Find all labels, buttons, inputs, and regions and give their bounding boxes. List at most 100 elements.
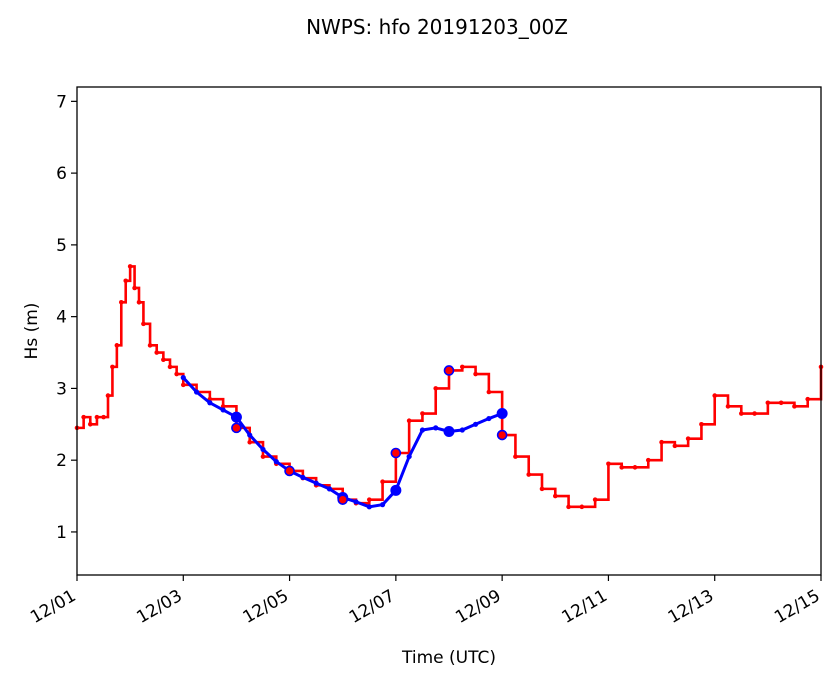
series-line-1 [182, 376, 503, 509]
data-point-0-51 [606, 461, 611, 467]
data-point-1-2 [207, 400, 213, 406]
data-point-0-4 [101, 414, 106, 420]
data-point-1-13 [353, 499, 359, 505]
data-point-0-61 [738, 411, 744, 416]
marker-0-3 [443, 425, 455, 437]
data-point-0-5 [105, 393, 111, 398]
marker-0-0 [230, 411, 242, 423]
marker-1-1 [284, 465, 295, 477]
plot-frame [76, 86, 822, 576]
data-point-1-11 [326, 486, 333, 492]
data-point-1-19 [433, 425, 439, 431]
y-axis-label: Hs (m) [22, 303, 42, 360]
y-axis: 1 2 3 4 5 6 7 [56, 92, 77, 543]
data-point-1-5 [247, 432, 253, 438]
data-point-0-62 [752, 411, 757, 416]
x-tick-label-1: 12/03 [133, 586, 185, 628]
data-point-0-22 [220, 404, 226, 409]
data-point-1-3 [220, 407, 226, 413]
data-point-0-1 [81, 414, 86, 420]
x-tick-label-2: 12/05 [240, 586, 292, 628]
marker-1-4 [443, 365, 455, 376]
x-tick-label-3: 12/07 [346, 586, 398, 628]
data-point-1-10 [313, 480, 319, 486]
data-point-0-18 [174, 371, 179, 377]
data-point-1-14 [366, 504, 372, 510]
data-point-0-40 [459, 364, 465, 370]
data-point-0-46 [539, 486, 545, 492]
y-tick-label-5: 6 [56, 164, 67, 184]
data-point-0-2 [87, 421, 93, 427]
data-point-0-12 [136, 299, 142, 305]
marker-1-5 [496, 429, 508, 441]
data-point-0-9 [123, 278, 129, 284]
data-point-0-14 [147, 343, 153, 348]
data-point-0-16 [161, 357, 166, 363]
data-point-0-50 [592, 497, 598, 502]
data-point-0-34 [380, 479, 385, 485]
y-tick-label-2: 3 [56, 379, 67, 399]
data-point-1-0 [180, 375, 186, 381]
data-point-0-60 [725, 404, 731, 409]
data-point-0-38 [433, 386, 439, 391]
data-point-0-59 [712, 393, 718, 398]
data-point-0-19 [180, 382, 186, 388]
data-point-0-10 [127, 264, 133, 269]
x-tick-label-6: 12/13 [665, 586, 717, 628]
x-axis-label: Time (UTC) [401, 648, 496, 668]
marker-1-3 [390, 447, 402, 459]
data-point-0-37 [420, 411, 425, 416]
y-tick-label-0: 1 [56, 523, 67, 543]
data-point-0-6 [110, 364, 115, 370]
data-point-0-58 [699, 421, 704, 427]
data-point-1-18 [419, 427, 426, 433]
data-point-1-9 [300, 474, 306, 480]
data-point-0-11 [132, 285, 137, 291]
data-point-0-15 [154, 350, 160, 355]
data-point-0-57 [685, 436, 691, 441]
data-point-0-52 [619, 465, 625, 470]
data-point-1-21 [459, 427, 465, 433]
data-point-1-7 [273, 459, 279, 465]
marker-1-0 [231, 422, 242, 434]
data-point-0-55 [659, 439, 664, 445]
series-line-0 [77, 265, 823, 509]
data-point-0-64 [778, 400, 784, 406]
data-point-1-15 [379, 502, 386, 508]
data-point-0-25 [260, 454, 266, 459]
data-point-0-13 [141, 321, 146, 327]
data-point-1-22 [472, 421, 479, 427]
data-point-0-33 [366, 497, 372, 502]
y-tick-label-4: 5 [56, 236, 67, 256]
data-point-0-8 [118, 299, 124, 305]
data-point-0-54 [645, 457, 651, 463]
data-point-0-65 [792, 404, 797, 409]
data-point-0-47 [552, 493, 558, 499]
x-axis: 12/01 12/03 12/05 12/07 12/09 12/11 12/13 12/15 [27, 575, 824, 628]
marker-0-2 [390, 484, 402, 496]
chart-title: NWPS: hfo 20191203_00Z [306, 15, 568, 39]
data-point-0-66 [805, 396, 811, 402]
y-tick-label-3: 4 [56, 308, 67, 328]
marker-1-2 [337, 494, 349, 505]
data-point-0-53 [632, 465, 638, 470]
y-tick-label-1: 2 [56, 451, 67, 471]
y-tick-label-6: 7 [56, 92, 67, 112]
data-point-0-36 [406, 418, 412, 424]
data-point-0-48 [566, 504, 571, 510]
data-point-1-23 [486, 415, 492, 422]
data-point-0-7 [114, 343, 120, 348]
data-point-0-63 [765, 400, 771, 406]
x-tick-label-0: 12/01 [27, 586, 79, 628]
data-point-0-42 [486, 389, 492, 395]
data-point-1-17 [406, 453, 412, 460]
x-tick-label-5: 12/11 [558, 586, 610, 628]
marker-0-4 [496, 408, 508, 420]
plot-area [74, 264, 824, 510]
data-point-1-1 [193, 389, 200, 395]
x-tick-label-7: 12/15 [771, 586, 823, 628]
data-point-0-56 [672, 443, 678, 449]
data-point-0-45 [526, 472, 532, 477]
data-point-0-44 [513, 454, 518, 459]
